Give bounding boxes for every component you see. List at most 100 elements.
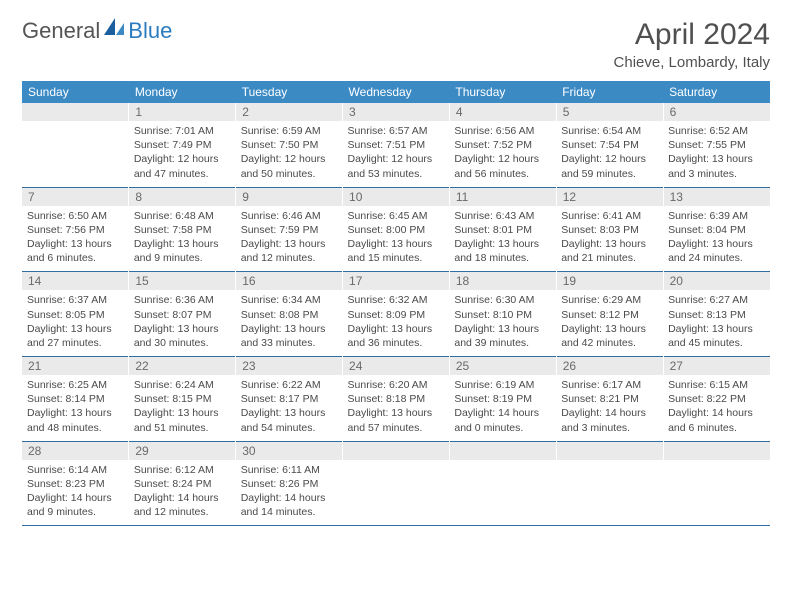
day-cell: Sunrise: 6:22 AMSunset: 8:17 PMDaylight:…: [236, 375, 343, 441]
day-ss: Sunset: 8:04 PM: [668, 223, 765, 237]
day-number: 5: [556, 103, 663, 121]
title-block: April 2024 Chieve, Lombardy, Italy: [614, 18, 770, 71]
day-ss: Sunset: 8:24 PM: [134, 477, 231, 491]
day-ss: Sunset: 7:54 PM: [561, 138, 658, 152]
day-ss: Sunset: 7:50 PM: [241, 138, 338, 152]
day-dl2: and 54 minutes.: [241, 421, 338, 435]
day-dl2: and 12 minutes.: [134, 505, 231, 519]
day-dl1: Daylight: 13 hours: [348, 322, 445, 336]
day-number: 12: [556, 187, 663, 206]
day-dl1: Daylight: 14 hours: [561, 406, 658, 420]
day-ss: Sunset: 8:21 PM: [561, 392, 658, 406]
day-cell: Sunrise: 6:15 AMSunset: 8:22 PMDaylight:…: [663, 375, 770, 441]
day-cell: Sunrise: 6:37 AMSunset: 8:05 PMDaylight:…: [22, 290, 129, 356]
day-sr: Sunrise: 6:15 AM: [668, 378, 765, 392]
week-row: Sunrise: 6:37 AMSunset: 8:05 PMDaylight:…: [22, 290, 770, 356]
day-sr: Sunrise: 6:54 AM: [561, 124, 658, 138]
day-cell: Sunrise: 6:27 AMSunset: 8:13 PMDaylight:…: [663, 290, 770, 356]
day-dl1: Daylight: 13 hours: [241, 322, 338, 336]
day-dl1: Daylight: 12 hours: [134, 152, 231, 166]
day-dl1: Daylight: 14 hours: [668, 406, 765, 420]
day-cell: [663, 460, 770, 526]
day-ss: Sunset: 8:17 PM: [241, 392, 338, 406]
day-dl1: Daylight: 13 hours: [348, 237, 445, 251]
day-number: 10: [343, 187, 450, 206]
day-cell: Sunrise: 6:57 AMSunset: 7:51 PMDaylight:…: [343, 121, 450, 187]
day-sr: Sunrise: 6:50 AM: [27, 209, 124, 223]
day-cell: Sunrise: 6:46 AMSunset: 7:59 PMDaylight:…: [236, 206, 343, 272]
day-ss: Sunset: 8:12 PM: [561, 308, 658, 322]
day-cell: Sunrise: 6:59 AMSunset: 7:50 PMDaylight:…: [236, 121, 343, 187]
day-number: 19: [556, 272, 663, 291]
day-dl1: Daylight: 12 hours: [561, 152, 658, 166]
day-number-row: 78910111213: [22, 187, 770, 206]
day-dl2: and 42 minutes.: [561, 336, 658, 350]
day-dl2: and 57 minutes.: [348, 421, 445, 435]
day-dl2: and 59 minutes.: [561, 167, 658, 181]
day-ss: Sunset: 8:13 PM: [668, 308, 765, 322]
day-cell: Sunrise: 6:39 AMSunset: 8:04 PMDaylight:…: [663, 206, 770, 272]
day-number-row: 123456: [22, 103, 770, 121]
day-dl1: Daylight: 13 hours: [27, 406, 124, 420]
day-number: 27: [663, 357, 770, 376]
day-cell: Sunrise: 6:52 AMSunset: 7:55 PMDaylight:…: [663, 121, 770, 187]
day-ss: Sunset: 8:15 PM: [134, 392, 231, 406]
day-number: 24: [343, 357, 450, 376]
day-cell: [556, 460, 663, 526]
day-cell: Sunrise: 6:17 AMSunset: 8:21 PMDaylight:…: [556, 375, 663, 441]
day-cell: Sunrise: 6:19 AMSunset: 8:19 PMDaylight:…: [449, 375, 556, 441]
day-number: 18: [449, 272, 556, 291]
day-dl2: and 33 minutes.: [241, 336, 338, 350]
day-cell: [343, 460, 450, 526]
day-ss: Sunset: 8:18 PM: [348, 392, 445, 406]
day-dl1: Daylight: 13 hours: [454, 322, 551, 336]
day-cell: Sunrise: 6:29 AMSunset: 8:12 PMDaylight:…: [556, 290, 663, 356]
day-cell: Sunrise: 6:41 AMSunset: 8:03 PMDaylight:…: [556, 206, 663, 272]
day-dl2: and 18 minutes.: [454, 251, 551, 265]
day-number: 20: [663, 272, 770, 291]
day-dl2: and 47 minutes.: [134, 167, 231, 181]
day-cell: Sunrise: 6:54 AMSunset: 7:54 PMDaylight:…: [556, 121, 663, 187]
day-sr: Sunrise: 6:37 AM: [27, 293, 124, 307]
day-dl2: and 39 minutes.: [454, 336, 551, 350]
day-number: 23: [236, 357, 343, 376]
day-ss: Sunset: 8:14 PM: [27, 392, 124, 406]
day-sr: Sunrise: 6:17 AM: [561, 378, 658, 392]
day-cell: [449, 460, 556, 526]
day-dl2: and 3 minutes.: [668, 167, 765, 181]
day-sr: Sunrise: 6:48 AM: [134, 209, 231, 223]
day-sr: Sunrise: 6:11 AM: [241, 463, 338, 477]
header: General Blue April 2024 Chieve, Lombardy…: [22, 18, 770, 71]
week-row: Sunrise: 6:50 AMSunset: 7:56 PMDaylight:…: [22, 206, 770, 272]
dow-tue: Tuesday: [236, 81, 343, 103]
day-cell: Sunrise: 7:01 AMSunset: 7:49 PMDaylight:…: [129, 121, 236, 187]
day-dl1: Daylight: 13 hours: [27, 322, 124, 336]
day-sr: Sunrise: 6:29 AM: [561, 293, 658, 307]
day-number: 22: [129, 357, 236, 376]
week-row: Sunrise: 6:25 AMSunset: 8:14 PMDaylight:…: [22, 375, 770, 441]
day-dl1: Daylight: 13 hours: [668, 322, 765, 336]
day-number: 26: [556, 357, 663, 376]
day-ss: Sunset: 8:22 PM: [668, 392, 765, 406]
dow-wed: Wednesday: [343, 81, 450, 103]
day-sr: Sunrise: 6:12 AM: [134, 463, 231, 477]
day-ss: Sunset: 8:23 PM: [27, 477, 124, 491]
day-dl2: and 9 minutes.: [27, 505, 124, 519]
day-dl2: and 6 minutes.: [27, 251, 124, 265]
day-dl1: Daylight: 14 hours: [134, 491, 231, 505]
day-dl1: Daylight: 14 hours: [241, 491, 338, 505]
day-dl2: and 45 minutes.: [668, 336, 765, 350]
day-number: 1: [129, 103, 236, 121]
day-cell: Sunrise: 6:25 AMSunset: 8:14 PMDaylight:…: [22, 375, 129, 441]
day-cell: Sunrise: 6:50 AMSunset: 7:56 PMDaylight:…: [22, 206, 129, 272]
day-number: 15: [129, 272, 236, 291]
day-sr: Sunrise: 6:52 AM: [668, 124, 765, 138]
location: Chieve, Lombardy, Italy: [614, 54, 770, 71]
day-cell: Sunrise: 6:20 AMSunset: 8:18 PMDaylight:…: [343, 375, 450, 441]
day-ss: Sunset: 8:00 PM: [348, 223, 445, 237]
day-dl1: Daylight: 12 hours: [454, 152, 551, 166]
day-dl2: and 51 minutes.: [134, 421, 231, 435]
day-dl2: and 9 minutes.: [134, 251, 231, 265]
day-ss: Sunset: 7:58 PM: [134, 223, 231, 237]
day-dl1: Daylight: 13 hours: [561, 237, 658, 251]
